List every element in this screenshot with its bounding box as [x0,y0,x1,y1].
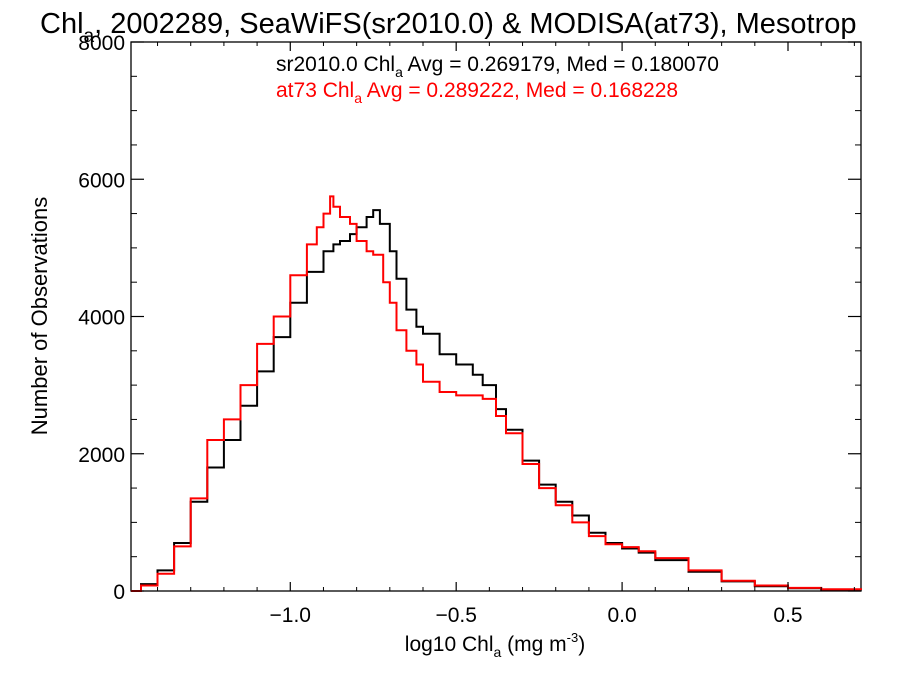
x-tick-label: −0.5 [435,604,476,627]
stats-annotation-at73: at73 Chla Avg = 0.289222, Med = 0.168228 [276,79,678,106]
y-tick-label: 2000 [78,444,125,467]
x-ticks: −1.0 −0.5 0.0 0.5 [157,42,855,627]
plot-frame [130,41,862,592]
series-layer [131,195,862,592]
y-ticks: 0 2000 4000 6000 8000 [78,32,861,604]
y-axis-label: Number of Observations [27,197,52,435]
stats-annotation-sr2010: sr2010.0 Chla Avg = 0.269179, Med = 0.18… [276,53,719,80]
x-axis-label: log10 Chla (mg m-3) [405,630,585,660]
x-tick-label: 0.5 [773,604,802,627]
chart-title: Chla, 2002289, SeaWiFS(sr2010.0) & MODIS… [40,8,856,47]
series-line-1 [131,195,862,592]
x-tick-label: −1.0 [270,604,311,627]
y-tick-label: 8000 [78,32,125,55]
x-tick-label: 0.0 [607,604,636,627]
y-tick-label: 6000 [78,169,125,192]
y-tick-label: 4000 [78,307,125,330]
y-tick-label: 0 [113,581,125,604]
